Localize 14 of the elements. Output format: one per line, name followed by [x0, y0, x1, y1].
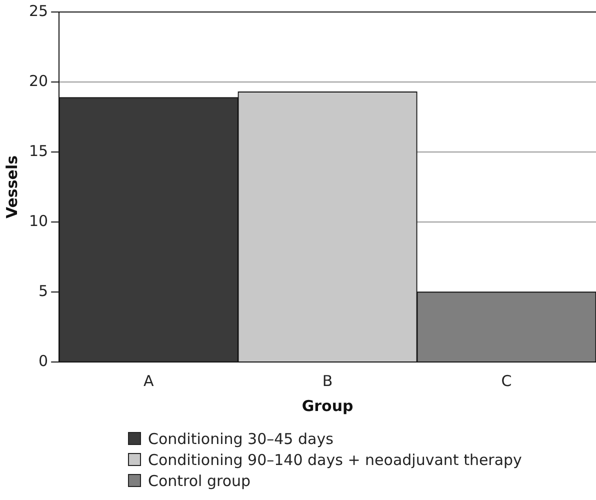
x-tick-label: A [143, 372, 154, 390]
x-tick-label: C [501, 372, 512, 390]
x-tick-label: B [322, 372, 333, 390]
y-tick-label: 5 [38, 282, 48, 300]
y-tick-label: 0 [38, 352, 48, 370]
legend-label: Conditioning 30–45 days [148, 430, 334, 448]
y-tick-label: 25 [28, 2, 48, 20]
y-tick-label: 20 [28, 72, 48, 90]
legend-label: Conditioning 90–140 days + neoadjuvant therapy [148, 450, 522, 468]
y-tick-label: 15 [28, 142, 48, 160]
legend-label: Control group [148, 472, 251, 490]
x-axis-title: Group [302, 396, 354, 415]
y-tick-label: 10 [28, 212, 48, 230]
y-axis-title: Vessels [2, 155, 21, 219]
